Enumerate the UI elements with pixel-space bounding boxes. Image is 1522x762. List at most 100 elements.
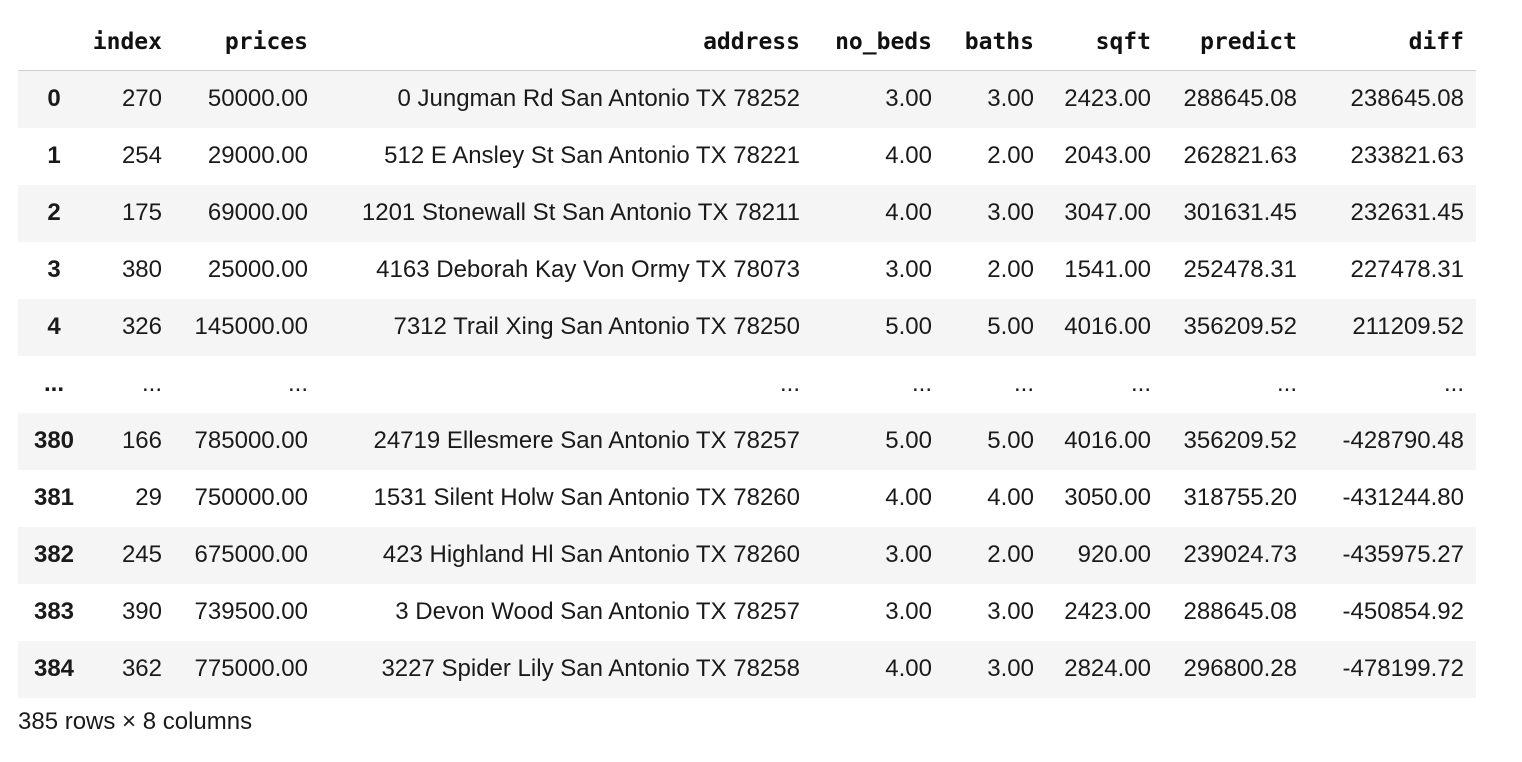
cell-sqft: 2824.00	[1064, 655, 1151, 682]
cell-address: 423 Highland Hl San Antonio TX 78260	[382, 541, 800, 568]
cell-no-beds: 4.00	[885, 655, 932, 682]
cell-diff: 238645.08	[1350, 85, 1464, 113]
cell-baths: 3.00	[987, 85, 1034, 113]
row-index-cell: ...	[43, 370, 64, 397]
cell-no-beds: 3.00	[885, 85, 932, 113]
cell-sqft: 2423.00	[1064, 598, 1151, 625]
cell-baths: 2.00	[987, 142, 1034, 169]
header-cell-prices: prices	[174, 14, 320, 71]
cell-sqft: 1541.00	[1064, 256, 1151, 283]
cell-sqft: 3047.00	[1064, 199, 1151, 226]
cell-diff: ...	[1443, 370, 1464, 397]
cell-diff: 233821.63	[1350, 142, 1464, 169]
cell-no-beds: ...	[911, 370, 932, 397]
cell-index: ...	[141, 370, 162, 397]
cell-no-beds: 4.00	[885, 142, 932, 169]
cell-sqft: 920.00	[1077, 541, 1151, 568]
table-row: 381 29 750000.00 1531 Silent Holw San An…	[18, 469, 1476, 527]
row-index-cell: 383	[33, 598, 75, 625]
cell-address: 0 Jungman Rd San Antonio TX 78252	[397, 85, 800, 113]
cell-prices: 145000.00	[194, 313, 308, 340]
cell-index: 29	[135, 484, 162, 511]
table-row: 1 254 29000.00 512 E Ansley St San Anton…	[18, 127, 1476, 185]
cell-address: 4163 Deborah Kay Von Ormy TX 78073	[376, 256, 800, 283]
header-cell-address: address	[320, 14, 812, 71]
cell-prices: ...	[287, 370, 308, 397]
cell-baths: 4.00	[987, 484, 1034, 511]
cell-prices: 69000.00	[207, 199, 308, 226]
cell-address: ...	[779, 370, 800, 397]
cell-predict: 239024.73	[1183, 541, 1297, 568]
cell-address: 3 Devon Wood San Antonio TX 78257	[395, 598, 800, 625]
cell-no-beds: 5.00	[885, 427, 932, 454]
row-index-cell: 381	[33, 484, 75, 511]
cell-prices: 25000.00	[207, 256, 308, 283]
dataframe-shape-footer: 385 rows × 8 columns	[18, 708, 253, 735]
cell-address: 3227 Spider Lily San Antonio TX 78258	[381, 655, 800, 682]
cell-predict: 288645.08	[1183, 598, 1297, 625]
row-index-cell: 3	[47, 256, 61, 283]
table-row: 380 166 785000.00 24719 Ellesmere San An…	[18, 412, 1476, 470]
cell-baths: 5.00	[987, 313, 1034, 340]
row-index-cell: 4	[47, 313, 61, 340]
cell-index: 245	[121, 541, 162, 568]
cell-sqft: 2423.00	[1064, 85, 1151, 113]
header-cell-baths: baths	[944, 14, 1046, 71]
table-row: 0 270 50000.00 0 Jungman Rd San Antonio …	[18, 70, 1476, 128]
cell-predict: 318755.20	[1183, 484, 1297, 511]
cell-index: 362	[121, 655, 162, 682]
header-cell-sqft: sqft	[1046, 14, 1163, 71]
table-row: 384 362 775000.00 3227 Spider Lily San A…	[18, 640, 1476, 698]
cell-diff: -431244.80	[1342, 484, 1464, 511]
cell-baths: 5.00	[987, 427, 1034, 454]
dataframe-table: index prices address no_beds baths sqft …	[18, 14, 1476, 698]
cell-index: 380	[121, 256, 162, 283]
row-index-cell: 1	[47, 142, 61, 169]
table-row-ellipsis: ... ... ... ... ... ... ... ... ...	[18, 355, 1476, 413]
cell-no-beds: 3.00	[885, 598, 932, 625]
cell-predict: 301631.45	[1183, 199, 1297, 226]
cell-sqft: 4016.00	[1064, 313, 1151, 340]
cell-prices: 50000.00	[207, 85, 308, 113]
cell-diff: 232631.45	[1350, 199, 1464, 226]
header-cell-predict: predict	[1163, 14, 1309, 71]
cell-predict: 356209.52	[1183, 313, 1297, 340]
cell-index: 326	[121, 313, 162, 340]
row-index-cell: 382	[33, 541, 75, 568]
cell-index: 270	[121, 85, 162, 113]
header-row: index prices address no_beds baths sqft …	[18, 14, 1476, 71]
cell-address: 512 E Ansley St San Antonio TX 78221	[384, 142, 800, 169]
cell-baths: 2.00	[987, 541, 1034, 568]
cell-baths: 3.00	[987, 598, 1034, 625]
cell-predict: 252478.31	[1183, 256, 1297, 283]
table-row: 3 380 25000.00 4163 Deborah Kay Von Ormy…	[18, 241, 1476, 299]
cell-diff: -450854.92	[1342, 598, 1464, 625]
row-index-cell: 0	[47, 85, 61, 113]
row-index-cell: 384	[33, 655, 75, 682]
cell-diff: -478199.72	[1342, 655, 1464, 682]
cell-prices: 739500.00	[194, 598, 308, 625]
table-row: 2 175 69000.00 1201 Stonewall St San Ant…	[18, 184, 1476, 242]
cell-diff: -428790.48	[1342, 427, 1464, 454]
cell-sqft: 3050.00	[1064, 484, 1151, 511]
cell-address: 24719 Ellesmere San Antonio TX 78257	[373, 427, 800, 454]
cell-baths: 3.00	[987, 199, 1034, 226]
dataframe-output: index prices address no_beds baths sqft …	[18, 14, 1476, 698]
cell-predict: 262821.63	[1183, 142, 1297, 169]
header-cell-row-index	[18, 14, 90, 71]
cell-address: 7312 Trail Xing San Antonio TX 78250	[393, 313, 800, 340]
cell-prices: 775000.00	[194, 655, 308, 682]
table-row: 383 390 739500.00 3 Devon Wood San Anton…	[18, 583, 1476, 641]
cell-address: 1201 Stonewall St San Antonio TX 78211	[361, 199, 800, 226]
table-row: 4 326 145000.00 7312 Trail Xing San Anto…	[18, 298, 1476, 356]
table-row: 382 245 675000.00 423 Highland Hl San An…	[18, 526, 1476, 584]
cell-index: 166	[121, 427, 162, 454]
cell-no-beds: 3.00	[885, 541, 932, 568]
cell-predict: ...	[1276, 370, 1297, 397]
cell-baths: 2.00	[987, 256, 1034, 283]
cell-prices: 750000.00	[194, 484, 308, 511]
cell-index: 254	[121, 142, 162, 169]
cell-baths: ...	[1013, 370, 1034, 397]
cell-prices: 675000.00	[194, 541, 308, 568]
cell-diff: 227478.31	[1350, 256, 1464, 283]
